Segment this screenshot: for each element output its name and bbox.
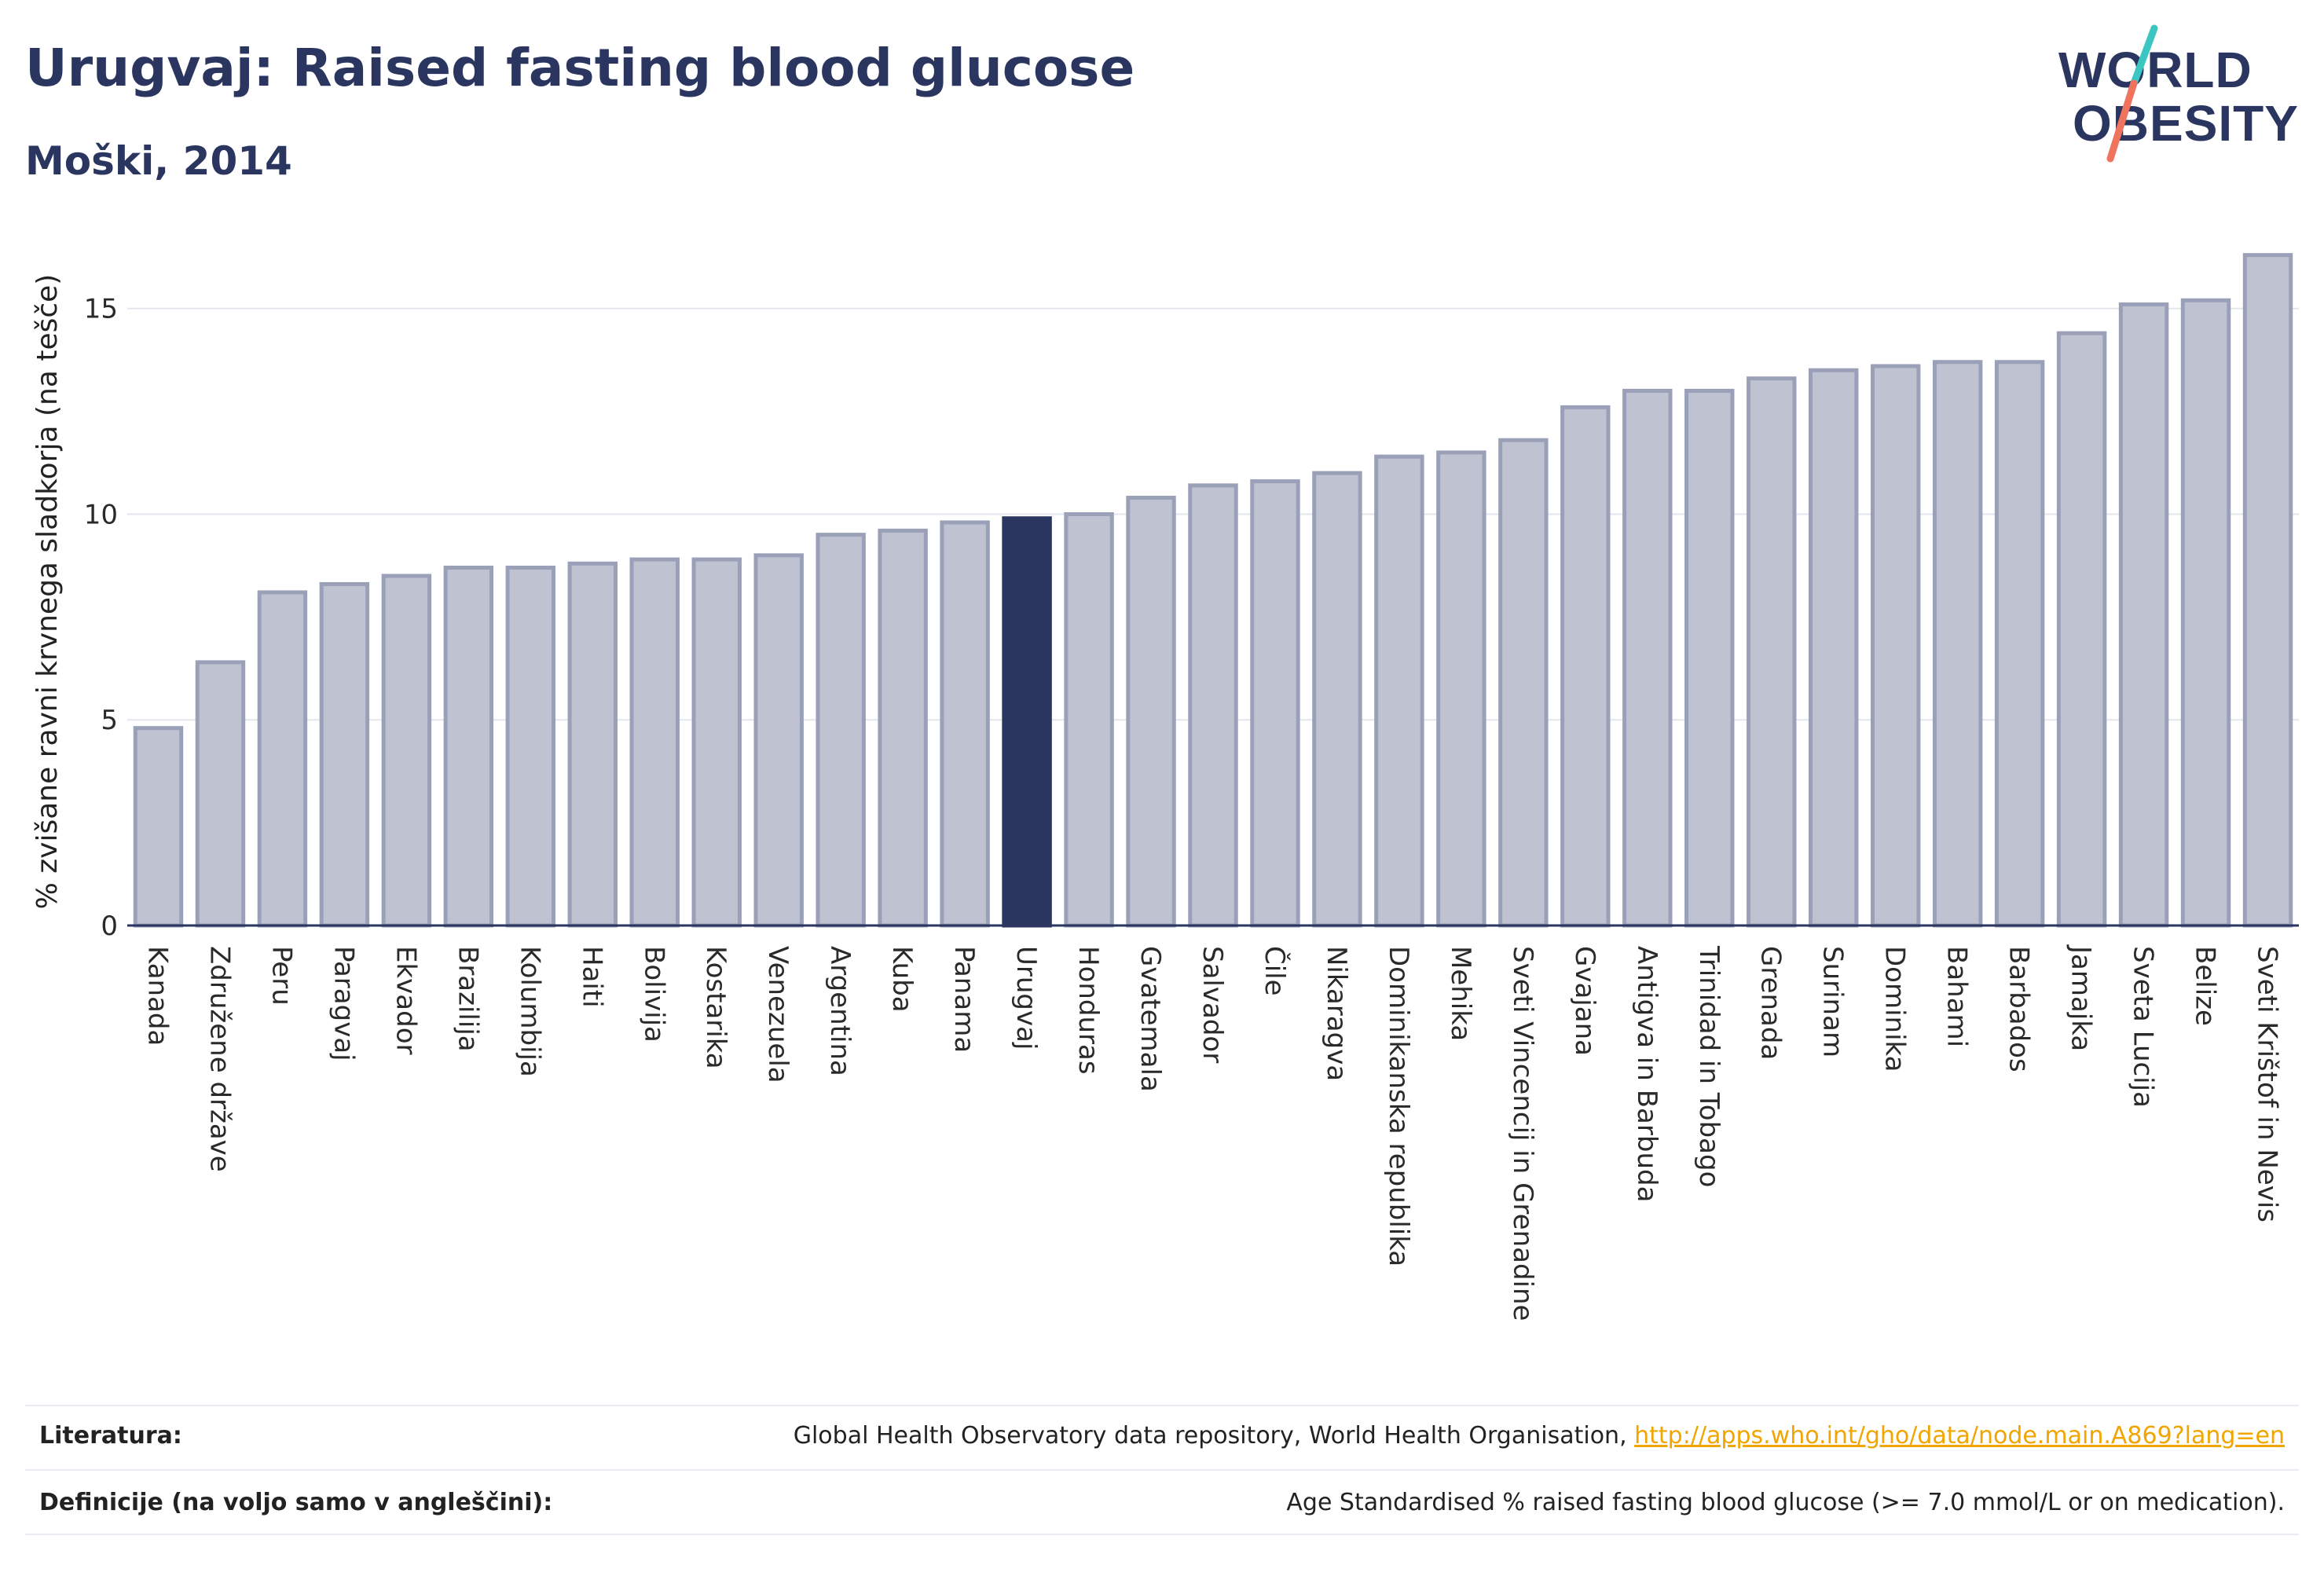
x-tick-label: Kostarika: [700, 946, 731, 1069]
logo-word-obesity: OBESITY: [2073, 95, 2299, 152]
bar: [195, 660, 246, 928]
x-tick-label: Urugvaj: [1010, 946, 1042, 1050]
x-tick-label: Sveti Vincencij in Grenadine: [1507, 946, 1538, 1321]
x-tick-label: Barbados: [2003, 946, 2035, 1072]
bar: [1250, 479, 1300, 928]
chart-subtitle: Moški, 2014: [25, 138, 292, 184]
literature-text: Global Health Observatory data repositor…: [793, 1422, 1635, 1450]
literature-label: Literatura:: [39, 1422, 182, 1450]
bar: [1436, 450, 1486, 928]
bar: [1747, 376, 1797, 928]
x-tick-label: Antigva in Barbuda: [1631, 946, 1662, 1202]
bar: [629, 557, 680, 928]
bar: [1808, 368, 1859, 928]
x-tick-label: Sveti Krištof in Nevis: [2252, 946, 2283, 1222]
x-tick-label: Venezuela: [762, 946, 794, 1083]
bar: [1622, 388, 1673, 928]
bar: [1498, 438, 1549, 928]
bar: [1994, 360, 2045, 928]
x-tick-label: Jamajka: [2066, 944, 2097, 1051]
x-tick-label: Ekvador: [390, 946, 421, 1055]
x-tick-label: Honduras: [1072, 946, 1104, 1075]
x-tick-label: Kuba: [886, 946, 918, 1013]
bar: [1684, 388, 1735, 928]
x-tick-label: Bahami: [1941, 946, 1973, 1047]
bar: [133, 726, 184, 928]
x-tick-label: Trinidad in Tobago: [1693, 945, 1725, 1187]
bar: [1932, 360, 1983, 928]
x-tick-label: Mehika: [1445, 946, 1476, 1041]
y-tick-label: 10: [84, 499, 118, 530]
chart-title: Urugvaj: Raised fasting blood glucose: [25, 38, 1135, 98]
x-tick-label: Salvador: [1197, 946, 1228, 1063]
bar: [319, 581, 370, 928]
x-tick-label: Sveta Lucija: [2128, 946, 2159, 1108]
x-tick-label: Haiti: [576, 946, 607, 1008]
x-tick-label: Dominika: [1879, 946, 1911, 1072]
x-tick-label: Kanada: [141, 946, 173, 1046]
x-tick-label: Peru: [266, 946, 297, 1006]
footer-divider: [25, 1469, 2299, 1471]
definitions-text: Age Standardised % raised fasting blood …: [1286, 1489, 2285, 1516]
x-tick-label: Belize: [2190, 946, 2221, 1026]
x-tick-label: Panama: [948, 946, 980, 1053]
x-tick-label: Paragvaj: [328, 946, 359, 1061]
logo-word-world: WORLD: [2058, 42, 2253, 98]
bar: [940, 520, 990, 928]
x-tick-label: Nikaragva: [1321, 946, 1352, 1081]
literature-source: Global Health Observatory data repositor…: [794, 1422, 2285, 1450]
bar: [1374, 454, 1424, 928]
x-tick-label: Gvajana: [1569, 946, 1600, 1056]
x-tick-label: Dominikanska republika: [1383, 946, 1414, 1266]
bar: [381, 574, 432, 928]
x-tick-label: Brazilija: [452, 946, 483, 1052]
bar: [257, 590, 308, 928]
x-tick-label: Grenada: [1755, 946, 1787, 1060]
bar: [2118, 302, 2169, 928]
footer-literature-row: Literatura: Global Health Observatory da…: [25, 1422, 2299, 1461]
x-tick-label: Združene države: [203, 946, 235, 1172]
bar: [753, 553, 804, 928]
footer-definitions-row: Definicije (na voljo samo v angleščini):…: [25, 1489, 2299, 1528]
bar: [691, 557, 742, 928]
bar: [878, 528, 928, 928]
y-tick-label: 0: [101, 911, 118, 942]
y-tick-label: 5: [101, 705, 118, 736]
footer-divider: [25, 1534, 2299, 1535]
definitions-label: Definicije (na voljo samo v angleščini):: [39, 1489, 553, 1516]
x-tick-label: Surinam: [1817, 946, 1849, 1057]
bar: [443, 566, 494, 928]
bar: [1312, 471, 1362, 928]
bar: [2180, 298, 2231, 928]
x-tick-label: Kolumbija: [514, 946, 545, 1077]
bar: [567, 561, 618, 928]
logo-slash-icon: [2106, 24, 2158, 163]
y-tick-label: 15: [84, 294, 118, 325]
bar: [1126, 496, 1176, 928]
bar-chart: 0 5 10 15 % zvišane ravni krvnega sladkorja …: [31, 253, 2299, 1321]
footer-divider: [25, 1405, 2299, 1406]
bar: [505, 566, 556, 928]
bar: [1560, 405, 1611, 928]
bar: [816, 533, 866, 928]
bar: [1188, 483, 1238, 928]
bar: [2242, 253, 2293, 928]
bar: [1064, 511, 1114, 928]
literature-link[interactable]: http://apps.who.int/gho/data/node.main.A…: [1634, 1422, 2285, 1450]
world-obesity-logo: WORLD OBESITY: [2043, 24, 2310, 165]
x-tick-label: Čile: [1259, 946, 1291, 996]
y-axis-title: % zvišane ravni krvnega sladkorja (na te…: [31, 274, 64, 910]
x-tick-label: Bolivija: [638, 946, 669, 1043]
bar-highlighted: [1002, 516, 1052, 928]
bar: [2056, 331, 2107, 928]
x-tick-label: Argentina: [824, 946, 856, 1076]
bar: [1870, 364, 1921, 928]
x-tick-label: Gvatemala: [1135, 946, 1166, 1092]
